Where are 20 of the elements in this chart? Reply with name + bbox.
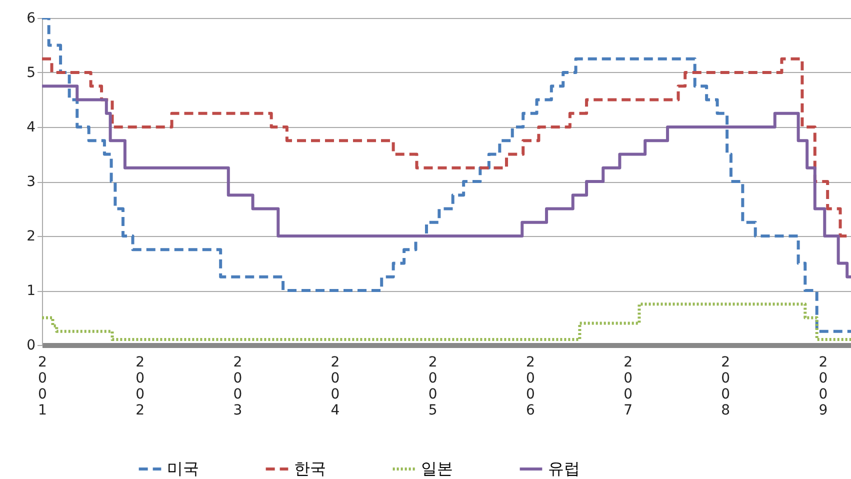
y-tick-label: 0 bbox=[26, 338, 36, 354]
x-tick-label: 2 0 0 3 bbox=[233, 354, 242, 418]
x-tick-label: 2 0 0 2 bbox=[136, 354, 145, 418]
y-tick-label: 1 bbox=[26, 283, 36, 299]
legend-label: 일본 bbox=[421, 459, 453, 478]
y-tick-label: 3 bbox=[26, 174, 36, 190]
y-tick-label: 4 bbox=[26, 120, 36, 136]
x-tick-label: 2 0 0 4 bbox=[330, 354, 340, 418]
x-tick-label: 2 0 0 5 bbox=[428, 354, 438, 418]
x-tick-label: 2 0 0 7 bbox=[624, 354, 632, 418]
legend-label: 한국 bbox=[294, 459, 326, 478]
x-tick-label: 2 0 0 8 bbox=[721, 354, 730, 418]
y-tick-label: 6 bbox=[26, 10, 36, 26]
legend-label: 유럽 bbox=[548, 459, 580, 478]
y-tick-label: 5 bbox=[26, 65, 36, 81]
x-tick-label: 2 0 0 6 bbox=[526, 354, 535, 418]
x-tick-label: 2 0 0 1 bbox=[38, 354, 47, 418]
x-tick-label: 2 0 0 9 bbox=[818, 354, 828, 418]
legend-label: 미국 bbox=[167, 459, 199, 478]
y-tick-label: 2 bbox=[26, 228, 36, 244]
